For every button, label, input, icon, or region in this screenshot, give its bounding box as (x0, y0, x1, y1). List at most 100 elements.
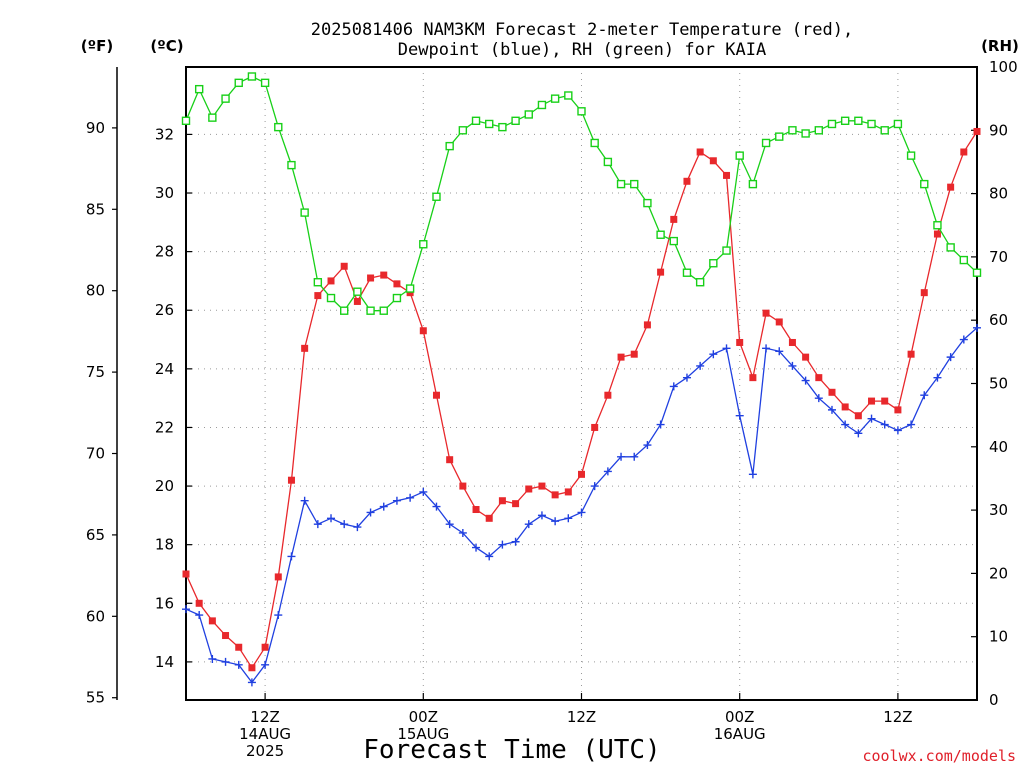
2-meter-temperature-point (459, 482, 467, 490)
rh-point (511, 116, 520, 126)
dewpoint-point (498, 540, 507, 549)
2-meter-temperature-point (670, 215, 678, 223)
dewpoint-point (551, 517, 560, 526)
fahrenheit-tick-label: 65 (86, 526, 105, 544)
2-meter-temperature-point (841, 403, 849, 411)
rh-tick-label: 70 (989, 248, 1008, 266)
rh-point (208, 113, 217, 122)
dewpoint-point (656, 420, 665, 429)
fahrenheit-tick-label: 85 (86, 200, 105, 218)
fahrenheit-axis-unit: (ºF) (81, 37, 113, 55)
dewpoint-point (827, 405, 836, 414)
x-tick-label: 15AUG (397, 725, 449, 743)
2-meter-temperature-point (815, 374, 823, 382)
fahrenheit-tick-label: 60 (86, 607, 105, 625)
2-meter-temperature-point (353, 297, 361, 305)
rh-point (366, 306, 375, 315)
2-meter-temperature-point (498, 497, 506, 505)
dewpoint-point (432, 502, 441, 511)
2-meter-temperature-point (617, 353, 625, 361)
rh-point (854, 116, 863, 126)
2-meter-temperature-point (380, 271, 388, 279)
rh-point (326, 293, 336, 303)
dewpoint-point (775, 347, 784, 356)
2-meter-temperature-point (854, 412, 862, 420)
2-meter-temperature-point (235, 643, 243, 651)
rh-point (432, 192, 441, 201)
rh-point (485, 119, 494, 129)
dewpoint-point (511, 537, 520, 546)
dewpoint-point (920, 391, 929, 400)
rh-point (669, 236, 678, 246)
dewpoint-point (445, 520, 454, 529)
2-meter-temperature-point (749, 374, 757, 382)
rh-point (814, 126, 823, 135)
dewpoint-point (327, 514, 336, 523)
dewpoint-point (274, 611, 283, 620)
dewpoint-point (907, 420, 916, 429)
dewpoint-point (933, 373, 942, 382)
rh-point (274, 122, 283, 132)
2-meter-temperature-point (775, 318, 783, 326)
2-meter-temperature-point (762, 309, 770, 317)
rh-point (735, 151, 744, 160)
credit-link[interactable]: coolwx.com/models (862, 747, 1016, 765)
rh-point (498, 122, 507, 132)
x-tick-label: 12Z (567, 708, 596, 726)
rh-point (920, 179, 929, 189)
rh-point (247, 72, 257, 81)
rh-point (630, 179, 639, 189)
dewpoint-point (208, 654, 217, 663)
celsius-tick-label: 18 (155, 536, 174, 554)
rh-point (959, 255, 969, 265)
2-meter-temperature-point (287, 476, 295, 484)
dewpoint-point (419, 487, 428, 496)
2-meter-temperature-point (709, 157, 717, 165)
rh-point (933, 221, 942, 230)
rh-point (419, 240, 428, 249)
dewpoint-point (340, 520, 349, 529)
dewpoint-point (313, 520, 322, 529)
2-meter-temperature-point (446, 456, 454, 464)
dewpoint-point (261, 660, 270, 669)
rh-point (643, 198, 652, 208)
celsius-tick-label: 14 (155, 653, 174, 671)
dewpoint-point (234, 660, 243, 669)
celsius-tick-label: 20 (155, 477, 174, 495)
x-axis-label: Forecast Time (UTC) (363, 735, 660, 765)
2-meter-temperature-point (525, 485, 533, 493)
2-meter-temperature-point (643, 321, 651, 329)
rh-tick-label: 20 (989, 564, 1008, 582)
2-meter-temperature-point (367, 274, 375, 282)
celsius-tick-label: 28 (155, 243, 174, 261)
fahrenheit-tick-label: 90 (86, 119, 105, 137)
dewpoint-point (762, 344, 771, 353)
rh-point (458, 126, 468, 135)
dewpoint-point (379, 502, 388, 511)
2-meter-temperature-point (551, 491, 559, 499)
rh-point (761, 138, 771, 148)
2-meter-temperature-point (538, 482, 546, 490)
dewpoint-point (893, 426, 902, 435)
dewpoint-point (867, 414, 876, 423)
2-meter-temperature-point (683, 177, 691, 185)
dewpoint-point (590, 482, 599, 491)
rh-point (313, 278, 323, 287)
dewpoint-point (524, 520, 533, 529)
rh-tick-label: 60 (989, 311, 1008, 329)
rh-point (946, 243, 955, 252)
2-meter-temperature-point (723, 171, 731, 179)
celsius-tick-label: 26 (155, 301, 174, 319)
rh-point (194, 84, 204, 94)
dewpoint-point (880, 420, 889, 429)
2-meter-temperature-point (564, 488, 572, 496)
rh-point (840, 116, 850, 126)
2-meter-temperature-point (472, 506, 480, 514)
rh-point (405, 284, 415, 293)
2-meter-temperature-point (340, 262, 348, 270)
dewpoint-point (287, 552, 296, 561)
rh-point (550, 94, 560, 103)
dewpoint-point (973, 323, 981, 332)
2-meter-temperature-point (736, 338, 744, 346)
